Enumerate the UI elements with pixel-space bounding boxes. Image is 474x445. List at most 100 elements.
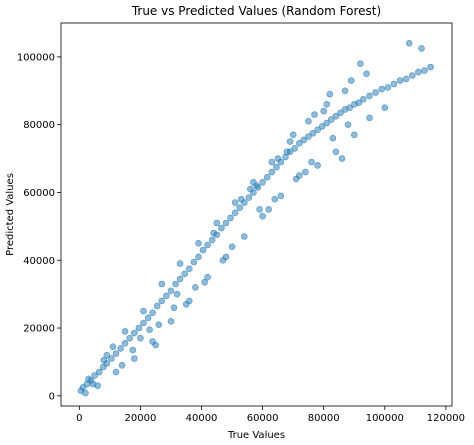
- data-point: [320, 107, 328, 115]
- data-point: [153, 302, 161, 310]
- data-point: [155, 321, 163, 329]
- data-point: [309, 129, 317, 137]
- x-tick-label: 20000: [125, 413, 157, 424]
- data-point: [268, 168, 276, 176]
- data-point: [140, 319, 147, 327]
- data-point: [167, 287, 175, 295]
- data-point: [158, 280, 166, 288]
- data-point: [231, 209, 239, 217]
- data-point: [237, 195, 245, 203]
- y-tick-label: 0: [49, 391, 55, 402]
- x-tick-label: 40000: [186, 413, 218, 424]
- data-point: [140, 307, 147, 315]
- data-point: [396, 77, 404, 84]
- data-point: [286, 138, 294, 145]
- data-point: [295, 140, 303, 147]
- data-point: [323, 101, 331, 108]
- data-point: [341, 87, 349, 95]
- data-point: [271, 195, 279, 203]
- data-point: [131, 329, 138, 337]
- data-point: [112, 350, 120, 357]
- data-point: [415, 68, 422, 76]
- y-axis-label: Predicted Values: [5, 173, 16, 256]
- x-tick-label: 120000: [427, 413, 465, 424]
- data-point: [314, 162, 321, 169]
- data-point: [85, 375, 92, 383]
- y-tick-label: 80000: [23, 120, 55, 131]
- data-point: [381, 104, 389, 111]
- data-point: [357, 60, 364, 68]
- data-point: [372, 89, 379, 96]
- data-point: [366, 92, 373, 100]
- data-point: [167, 317, 175, 325]
- data-point: [329, 134, 337, 142]
- x-tick-label: 60000: [247, 413, 279, 424]
- data-point: [126, 334, 133, 342]
- data-point: [332, 112, 340, 120]
- data-point: [390, 80, 398, 88]
- data-point: [231, 199, 239, 206]
- data-point: [135, 324, 143, 332]
- data-point: [131, 355, 138, 362]
- data-point: [201, 278, 208, 286]
- data-point: [305, 133, 312, 140]
- data-point: [199, 246, 207, 254]
- data-point: [208, 236, 216, 244]
- data-point: [302, 168, 309, 176]
- data-points: [77, 39, 434, 397]
- data-point: [323, 119, 331, 127]
- data-point: [405, 39, 413, 47]
- data-point: [82, 389, 89, 397]
- data-point: [408, 72, 416, 79]
- data-point: [170, 304, 178, 312]
- data-point: [100, 356, 108, 364]
- data-point: [314, 126, 321, 134]
- y-tick-label: 100000: [17, 52, 55, 63]
- data-point: [163, 292, 170, 300]
- data-point: [311, 111, 318, 118]
- data-point: [277, 192, 285, 200]
- data-point: [118, 361, 126, 369]
- data-point: [283, 148, 291, 156]
- x-axis-label: True Values: [227, 430, 285, 441]
- data-point: [308, 158, 315, 166]
- data-point: [137, 334, 144, 342]
- data-point: [289, 131, 297, 139]
- data-point: [291, 145, 299, 152]
- data-point: [236, 204, 243, 211]
- data-point: [259, 179, 266, 186]
- data-point: [332, 148, 340, 156]
- data-point: [89, 380, 97, 388]
- data-point: [172, 280, 179, 288]
- data-point: [222, 219, 230, 227]
- data-point: [213, 219, 221, 227]
- data-point: [95, 368, 103, 376]
- data-point: [182, 300, 190, 308]
- data-point: [402, 75, 410, 83]
- data-point: [344, 121, 352, 128]
- data-point: [305, 118, 312, 125]
- x-tick-label: 80000: [308, 413, 340, 424]
- data-point: [265, 206, 273, 213]
- data-point: [346, 104, 354, 111]
- data-point: [112, 368, 120, 376]
- data-point: [173, 290, 181, 298]
- data-point: [318, 123, 326, 130]
- x-tick-label: 0: [76, 413, 82, 424]
- data-point: [227, 214, 234, 222]
- y-tick-label: 40000: [23, 256, 55, 267]
- data-point: [190, 258, 198, 266]
- data-point: [427, 63, 434, 71]
- data-point: [245, 194, 253, 201]
- data-point: [241, 233, 248, 240]
- data-point: [204, 273, 211, 281]
- data-point: [103, 351, 111, 359]
- data-point: [121, 328, 129, 335]
- data-point: [268, 158, 276, 166]
- data-point: [350, 131, 358, 139]
- data-point: [247, 185, 254, 193]
- data-point: [273, 163, 280, 171]
- data-point: [108, 355, 115, 362]
- data-point: [378, 85, 386, 93]
